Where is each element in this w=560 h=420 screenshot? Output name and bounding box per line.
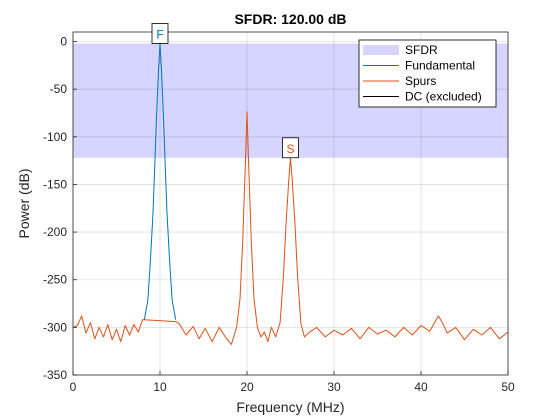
x-tick-label: 30 bbox=[327, 380, 341, 394]
x-tick-label: 10 bbox=[153, 380, 167, 394]
y-tick-label: -350 bbox=[43, 368, 67, 382]
y-axis-label: Power (dB) bbox=[16, 168, 32, 238]
legend-entry-label: SFDR bbox=[405, 43, 438, 57]
x-axis-label: Frequency (MHz) bbox=[236, 399, 344, 415]
legend-entry-label: Spurs bbox=[405, 74, 436, 88]
peak-marker-label: F bbox=[156, 27, 163, 41]
axis-ticks: 0 10 20 30 40 50 0 -50 -100 -150 -200 -250 -300 -350 bbox=[43, 35, 515, 394]
peak-markers: FS bbox=[151, 23, 299, 159]
x-tick-label: 20 bbox=[240, 380, 254, 394]
x-tick-label: 50 bbox=[501, 380, 515, 394]
y-tick-label: -200 bbox=[43, 225, 67, 239]
y-tick-label: 0 bbox=[60, 35, 67, 49]
plot-frame bbox=[72, 31, 509, 376]
y-tick-label: -250 bbox=[43, 273, 67, 287]
peak-marker-box bbox=[151, 23, 169, 44]
legend-swatch-sfdr bbox=[363, 45, 399, 55]
y-tick-label: -100 bbox=[43, 130, 67, 144]
y-tick-label: -300 bbox=[43, 320, 67, 334]
x-tick-label: 0 bbox=[70, 380, 77, 394]
legend-entry-label: Fundamental bbox=[405, 59, 475, 73]
legend-entry-label: DC (excluded) bbox=[405, 90, 482, 104]
peak-marker-label: S bbox=[286, 142, 294, 156]
chart-title: SFDR: 120.00 dB bbox=[234, 11, 346, 27]
y-tick-label: -50 bbox=[50, 82, 68, 96]
y-tick-label: -150 bbox=[43, 177, 67, 191]
x-tick-label: 40 bbox=[414, 380, 428, 394]
peak-marker-box bbox=[282, 137, 299, 159]
series-line-spurs bbox=[72, 111, 509, 345]
